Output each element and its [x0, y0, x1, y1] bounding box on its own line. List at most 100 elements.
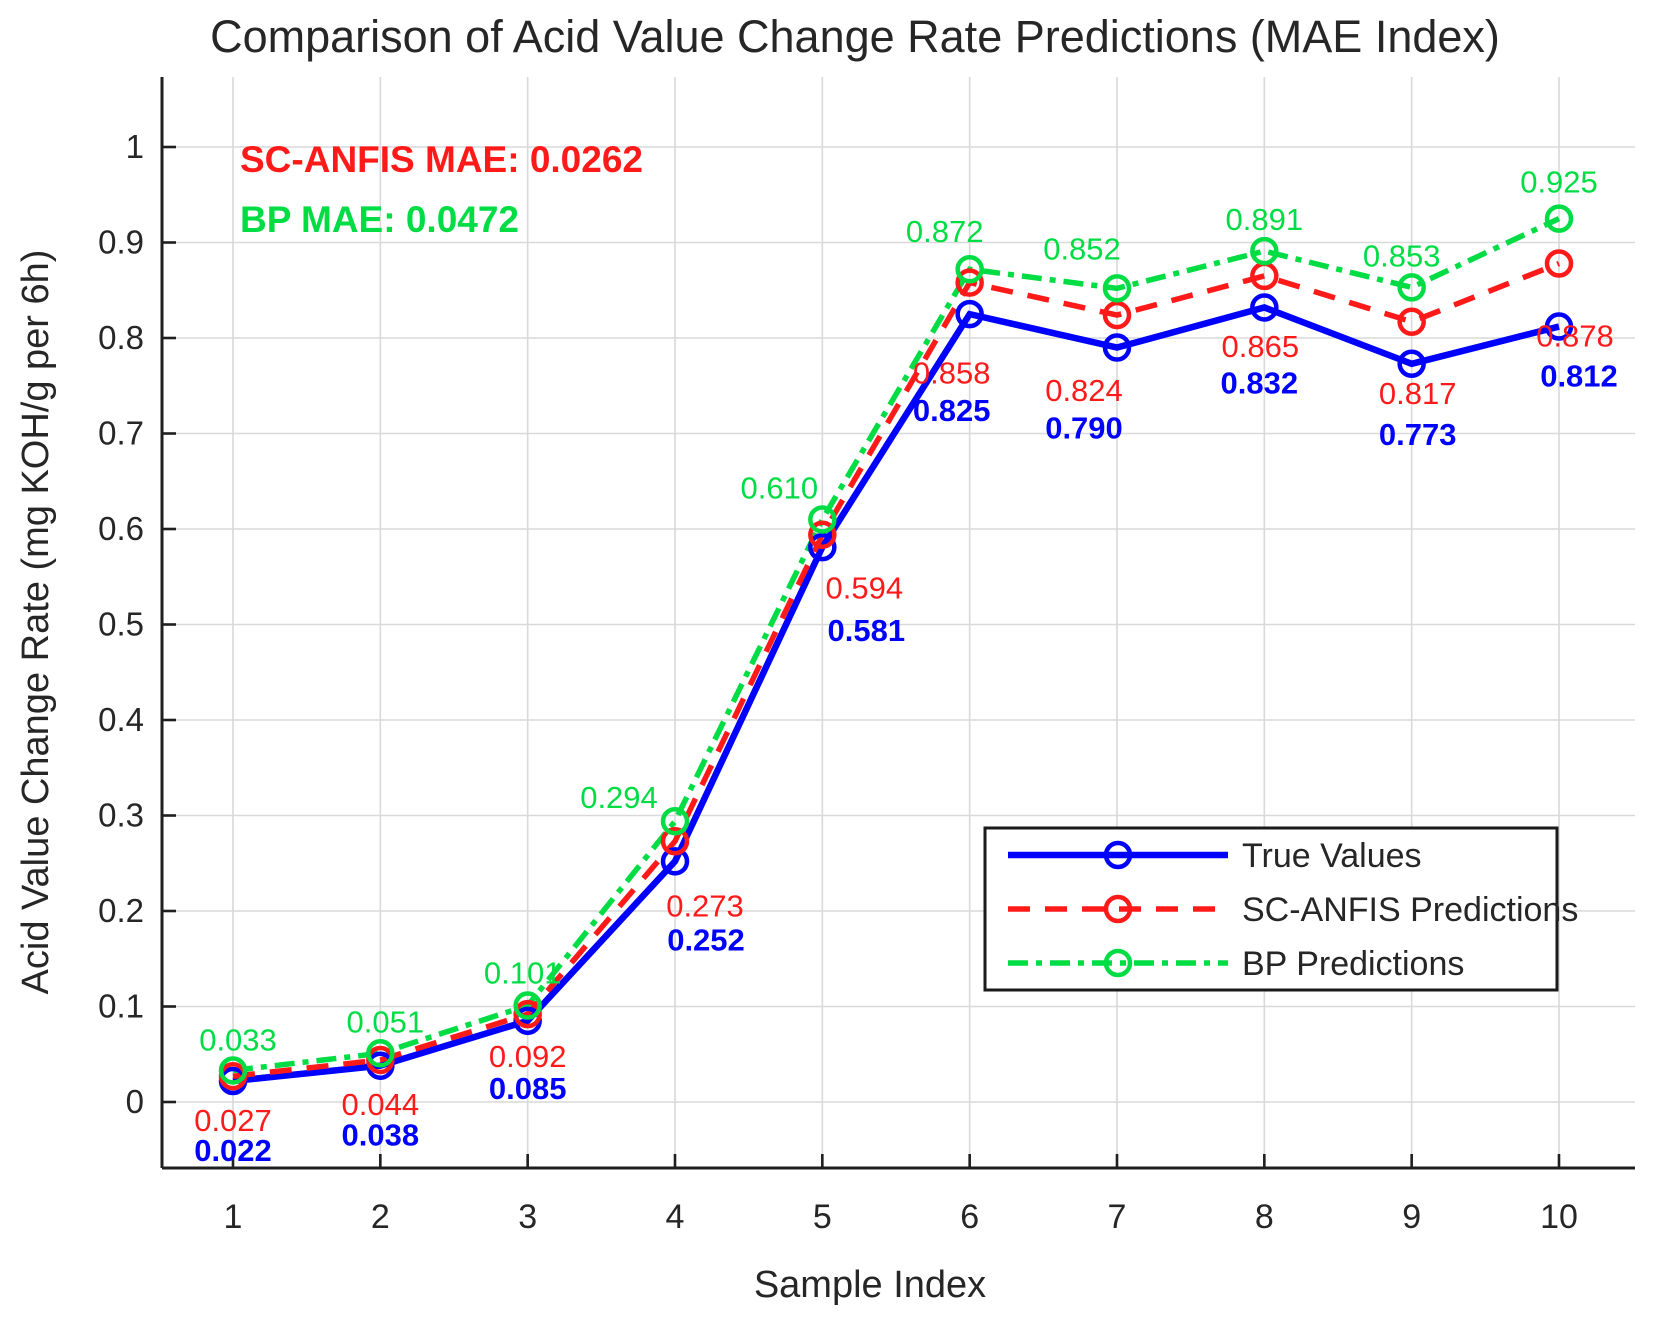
- point-value-label: 0.853: [1363, 238, 1441, 273]
- data-point-marker: [513, 999, 542, 1029]
- point-value-label: 0.891: [1226, 202, 1304, 237]
- point-value-label: 0.594: [826, 571, 904, 606]
- bp-mae-annotation: BP MAE: 0.0472: [240, 199, 519, 240]
- data-point-marker: [1102, 300, 1132, 330]
- data-point-marker: [1102, 333, 1132, 362]
- chart-overlays: 0.022 0.038 0.085 0.252 0.581 0.825 0.790 0.832…: [194, 165, 1618, 1168]
- data-point-marker: [513, 991, 542, 1020]
- point-value-label: 0.865: [1222, 329, 1300, 364]
- point-value-label: 0.033: [199, 1022, 277, 1057]
- data-point-marker: [808, 505, 837, 534]
- data-point-marker: [955, 299, 984, 329]
- x-axis-label: Sample Index: [754, 1264, 986, 1306]
- legend-marker: [1103, 840, 1133, 870]
- data-point-marker: [1250, 236, 1279, 266]
- data-point-marker: [660, 847, 690, 876]
- point-value-label: 0.027: [194, 1103, 272, 1138]
- legend-label: BP Predictions: [1242, 945, 1464, 983]
- legend-label: SC-ANFIS Predictions: [1242, 891, 1578, 929]
- data-point-marker: [218, 1056, 248, 1085]
- x-tick-label: 5: [813, 1198, 832, 1236]
- data-point-marker: [808, 520, 837, 549]
- point-value-label: 0.878: [1536, 319, 1614, 354]
- data-point-marker: [955, 268, 984, 297]
- axes: [160, 77, 1635, 1170]
- point-value-label: 0.038: [342, 1118, 420, 1153]
- point-labels-sc-anfis-predictions: 0.027 0.044 0.092 0.273 0.594 0.858 0.824 0.865…: [194, 319, 1614, 1139]
- legend-marker: [1103, 948, 1133, 978]
- point-value-label: 0.273: [666, 888, 744, 923]
- chart-title: Comparison of Acid Value Change Rate Pre…: [210, 11, 1500, 62]
- y-tick-label: 0: [126, 1083, 144, 1120]
- legend: True Values SC-ANFIS Predictions BP Predic…: [983, 826, 1578, 992]
- legend-entry: SC-ANFIS Predictions: [1008, 891, 1578, 929]
- sc-anfis-mae-annotation: SC-ANFIS MAE: 0.0262: [240, 139, 643, 180]
- x-tick-label: 9: [1402, 1198, 1421, 1236]
- x-tick-label: 1: [224, 1198, 243, 1236]
- data-point-marker: [1250, 293, 1279, 322]
- data-point-marker: [1544, 312, 1574, 341]
- data-point-marker: [660, 827, 690, 856]
- data-point-marker: [366, 1039, 395, 1068]
- data-point-marker: [1544, 204, 1574, 233]
- point-value-label: 0.252: [667, 922, 745, 957]
- data-point-marker: [660, 806, 690, 836]
- point-labels-true-values: 0.022 0.038 0.085 0.252 0.581 0.825 0.790 0.832…: [194, 359, 1618, 1168]
- point-labels-bp-predictions: 0.033 0.051 0.101 0.294 0.610 0.872 0.852 0.891…: [199, 165, 1598, 1058]
- series-line-bp-predictions: [232, 216, 1561, 1074]
- legend-label: True Values: [1242, 837, 1422, 875]
- data-point-marker: [1102, 274, 1132, 303]
- point-value-label: 0.852: [1043, 231, 1121, 266]
- y-tick-label: 0.1: [98, 988, 144, 1025]
- point-value-label: 0.925: [1520, 165, 1598, 200]
- data-point-marker: [955, 254, 984, 284]
- point-value-label: 0.044: [342, 1087, 420, 1122]
- y-tick-label: 1: [126, 128, 144, 165]
- point-value-label: 0.817: [1379, 376, 1457, 411]
- series-markers-bp-predictions: [218, 204, 1574, 1085]
- data-point-marker: [1544, 249, 1574, 278]
- y-axis-label: Acid Value Change Rate (mg KOH/g per 6h): [15, 250, 57, 995]
- legend-entry: BP Predictions: [1008, 945, 1464, 983]
- y-tick-label: 0.9: [98, 224, 144, 261]
- point-value-label: 0.824: [1045, 373, 1123, 408]
- y-tick-label: 0.6: [98, 510, 144, 547]
- point-value-label: 0.101: [484, 956, 562, 991]
- data-point-marker: [1397, 273, 1426, 302]
- y-tick-label: 0.3: [98, 797, 144, 834]
- y-tick-label: 0.8: [98, 319, 144, 356]
- legend-entry: True Values: [1008, 837, 1422, 875]
- y-tick-label: 0.7: [98, 415, 144, 452]
- point-value-label: 0.581: [828, 613, 906, 648]
- point-value-label: 0.022: [194, 1133, 272, 1168]
- x-tick-label: 10: [1540, 1198, 1578, 1236]
- legend-marker: [1103, 894, 1133, 924]
- point-value-label: 0.825: [913, 393, 991, 428]
- point-value-label: 0.092: [489, 1039, 567, 1074]
- x-tick-label: 3: [518, 1198, 537, 1236]
- data-point-marker: [1397, 349, 1426, 379]
- point-value-label: 0.294: [580, 780, 658, 815]
- point-value-label: 0.832: [1221, 365, 1299, 400]
- point-value-label: 0.085: [489, 1071, 567, 1106]
- x-tick-label: 2: [371, 1198, 390, 1236]
- point-value-label: 0.790: [1045, 411, 1123, 446]
- x-tick-label: 6: [960, 1198, 979, 1236]
- y-tick-label: 0.2: [98, 892, 144, 929]
- y-tick-label: 0.4: [98, 701, 144, 738]
- point-value-label: 0.872: [906, 214, 984, 249]
- y-tick-label: 0.5: [98, 606, 144, 643]
- data-point-marker: [1397, 307, 1426, 337]
- point-value-label: 0.773: [1379, 417, 1457, 452]
- series-line-true-values: [232, 304, 1560, 1085]
- series-line-sc-anfis-predictions: [232, 260, 1561, 1079]
- point-value-label: 0.812: [1540, 359, 1618, 394]
- point-value-label: 0.610: [741, 470, 819, 505]
- tick-labels: 0 0.1 0.2 0.3 0.4 0.5 0.6 0.7 0.8 0.9 1 1 2 3 4 5 6 7 8 9 10: [98, 128, 1578, 1236]
- x-tick-label: 8: [1255, 1198, 1274, 1236]
- x-tick-label: 4: [666, 1198, 685, 1236]
- x-tick-label: 7: [1108, 1198, 1127, 1236]
- point-value-label: 0.051: [347, 1004, 425, 1039]
